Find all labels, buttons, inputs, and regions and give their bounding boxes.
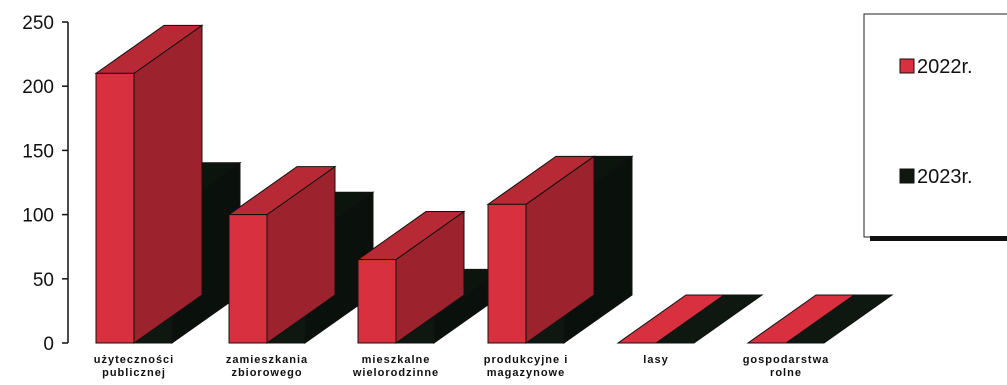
legend-label: 2023r.: [917, 166, 973, 188]
x-tick-label: publicznej: [102, 367, 166, 379]
x-tick-label: magazynowe: [487, 367, 565, 379]
x-tick-label: użyteczności: [94, 354, 174, 366]
x-tick-label: zbiorowego: [231, 367, 302, 379]
x-tick-label: gospodarstwa: [743, 354, 830, 366]
legend: 2022r. 2023r.: [863, 13, 1007, 241]
bar-2022: [616, 294, 726, 344]
x-tick-label: lasy: [643, 354, 668, 366]
x-tick-label: wielorodzinne: [352, 367, 439, 379]
bar-2022: [356, 210, 466, 344]
x-tick-label: zamieszkania: [226, 354, 308, 366]
y-tick-label: 0: [43, 334, 54, 355]
y-tick-label: 150: [22, 141, 54, 162]
y-tick-label: 50: [33, 270, 54, 291]
legend-label: 2022r.: [917, 56, 973, 78]
legend-swatch: [899, 58, 915, 74]
legend-box: [863, 13, 1007, 238]
y-tick-label: 250: [22, 13, 54, 34]
bar-2022: [94, 24, 204, 344]
bars: [94, 24, 894, 344]
x-tick-label: rolne: [770, 367, 802, 379]
legend-swatch: [899, 168, 915, 184]
y-axis: 0 50 100 150 200 250: [22, 13, 69, 355]
bar-2022: [227, 165, 337, 344]
bar-2022: [746, 294, 856, 344]
y-tick-label: 100: [22, 206, 54, 227]
legend-shadow: [870, 236, 1007, 241]
x-tick-label: produkcyjne i: [484, 354, 569, 366]
bar-2022: [486, 155, 596, 344]
y-tick-label: 200: [22, 77, 54, 98]
x-tick-label: mieszkalne: [362, 354, 431, 366]
